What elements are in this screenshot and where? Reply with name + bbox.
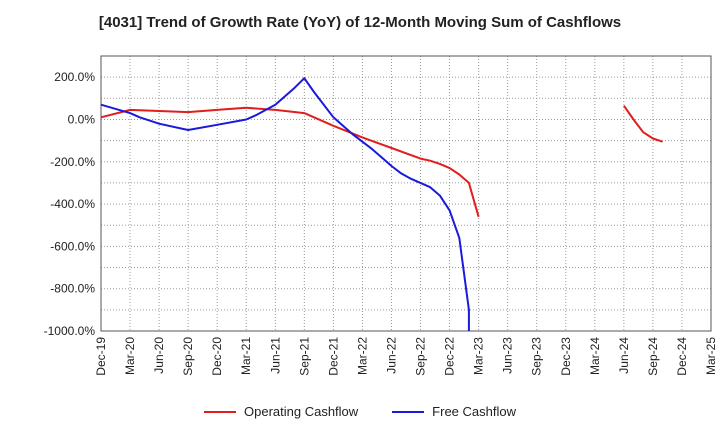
plot-area [101,56,711,331]
y-tick-label: -200.0% [50,155,95,169]
chart-title: [4031] Trend of Growth Rate (YoY) of 12-… [98,14,622,31]
x-tick-label: Dec-24 [675,337,689,376]
x-tick-label: Sep-22 [414,337,428,376]
y-tick-label: 0.0% [68,112,96,126]
series-line-operating-cashflow [100,106,480,218]
chart-legend: Operating Cashflow Free Cashflow [0,404,720,419]
y-tick-label: -800.0% [50,282,95,296]
x-tick-label: Mar-23 [472,337,486,375]
legend-swatch-free-cashflow [392,410,425,413]
x-tick-label: Jun-21 [268,337,282,374]
plot-frame [100,55,712,332]
x-tick-label: Sep-20 [181,337,195,376]
x-tick-label: Sep-21 [297,337,311,376]
x-tick-label: Dec-19 [94,337,108,376]
x-tick-label: Dec-23 [559,337,573,376]
legend-label-free-cashflow: Free Cashflow [432,404,516,419]
series-line-free-cashflow [100,77,470,331]
legend-item-operating-cashflow: Operating Cashflow [204,404,358,419]
x-tick-label: Sep-24 [646,337,660,376]
legend-label-operating-cashflow: Operating Cashflow [244,404,359,419]
x-tick-label: Jun-24 [617,337,631,374]
y-tick-label: -1000.0% [44,324,96,338]
x-tick-label: Jun-20 [152,337,166,374]
series-line-operating-cashflow [623,105,663,143]
legend-swatch-operating-cashflow [204,410,236,413]
legend-item-free-cashflow: Free Cashflow [392,404,516,419]
x-tick-label: Dec-21 [326,337,340,376]
y-tick-label: 200.0% [54,70,95,84]
x-tick-label: Mar-25 [704,337,718,375]
x-tick-label: Mar-20 [123,337,137,375]
x-tick-label: Jun-23 [501,337,515,374]
x-tick-label: Mar-22 [355,337,369,375]
x-tick-label: Mar-24 [588,337,602,375]
y-tick-label: -600.0% [50,239,95,253]
x-tick-label: Sep-23 [530,337,544,376]
x-tick-label: Jun-22 [384,337,398,374]
y-tick-label: -400.0% [50,197,95,211]
x-tick-label: Mar-21 [239,337,253,375]
x-tick-label: Dec-20 [210,337,224,376]
x-tick-label: Dec-22 [443,337,457,376]
